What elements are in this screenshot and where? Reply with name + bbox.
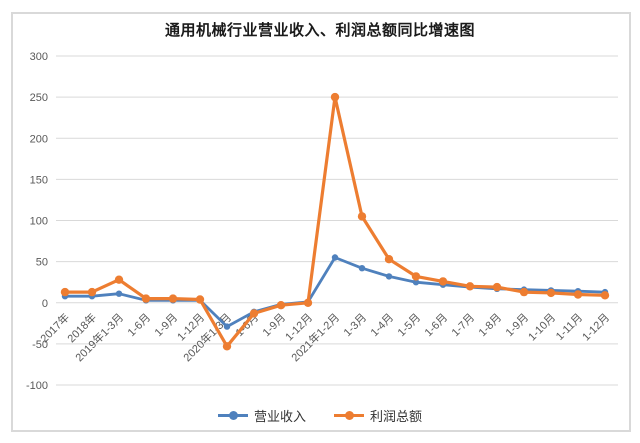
data-point-1 [600, 291, 610, 300]
chart-frame [11, 12, 631, 432]
data-point-1 [87, 287, 97, 297]
data-point-1 [546, 288, 556, 298]
x-axis-tick-label: 1-6月 [423, 312, 451, 340]
data-point-1 [438, 277, 448, 286]
data-point-1 [465, 282, 475, 291]
data-point-1 [411, 272, 421, 281]
profit-series-marker-icon [334, 411, 364, 420]
x-axis-tick-label: 1-7月 [450, 312, 478, 340]
y-axis-tick-label: -50 [32, 339, 48, 351]
x-axis-tick-label: 1-4月 [369, 312, 397, 340]
data-point-1 [330, 92, 340, 102]
legend-label-profit: 利润总额 [370, 409, 423, 424]
legend-item-profit: 利润总额 [334, 406, 422, 425]
data-point-1 [384, 255, 394, 264]
data-point-1 [60, 287, 70, 297]
data-point-1 [114, 275, 124, 284]
legend-item-revenue: 营业收入 [217, 406, 306, 425]
x-axis-tick-label: 1-11月 [554, 312, 585, 343]
data-point-1 [222, 342, 232, 351]
y-axis-tick-label: 200 [30, 133, 48, 145]
y-axis-tick-label: 50 [36, 257, 48, 269]
y-axis-tick-label: 100 [30, 216, 48, 228]
data-point-1 [195, 295, 205, 304]
data-point-0 [412, 279, 420, 286]
y-axis-tick-label: 150 [30, 174, 48, 186]
y-axis-tick-label: -100 [26, 380, 48, 392]
data-point-1 [141, 294, 151, 303]
y-axis-tick-label: 250 [30, 92, 48, 104]
data-point-1 [492, 282, 502, 292]
x-axis-tick-label: 1-3月 [342, 312, 370, 340]
y-axis-tick-label: 300 [30, 51, 48, 63]
data-point-0 [385, 273, 393, 280]
chart-title: 通用机械行业营业收入、利润总额同比增速图 [164, 22, 475, 39]
x-axis-tick-label: 2017年 [37, 310, 72, 345]
data-point-0 [115, 290, 123, 297]
chart-legend: 营业收入 利润总额 [0, 406, 640, 425]
x-axis-tick-label: 1-8月 [477, 312, 505, 340]
y-axis-tick-label: 0 [42, 298, 48, 310]
x-axis-tick-label: 1-5月 [396, 312, 424, 340]
data-point-1 [303, 298, 313, 307]
data-point-0 [331, 254, 339, 261]
data-point-1 [276, 301, 286, 310]
legend-label-revenue: 营业收入 [253, 409, 306, 424]
revenue-series-marker-icon [217, 411, 248, 420]
x-axis-tick-label: 1-6月 [126, 312, 154, 340]
data-point-1 [573, 290, 583, 299]
x-axis-tick-label: 1-10月 [526, 312, 558, 344]
data-point-1 [357, 212, 367, 221]
data-point-1 [519, 287, 529, 297]
x-axis-tick-label: 1-12月 [580, 312, 612, 344]
data-point-1 [168, 294, 178, 303]
series-line-1 [63, 95, 607, 348]
data-point-0 [358, 265, 366, 272]
data-point-1 [249, 309, 259, 318]
data-point-0 [223, 323, 231, 330]
